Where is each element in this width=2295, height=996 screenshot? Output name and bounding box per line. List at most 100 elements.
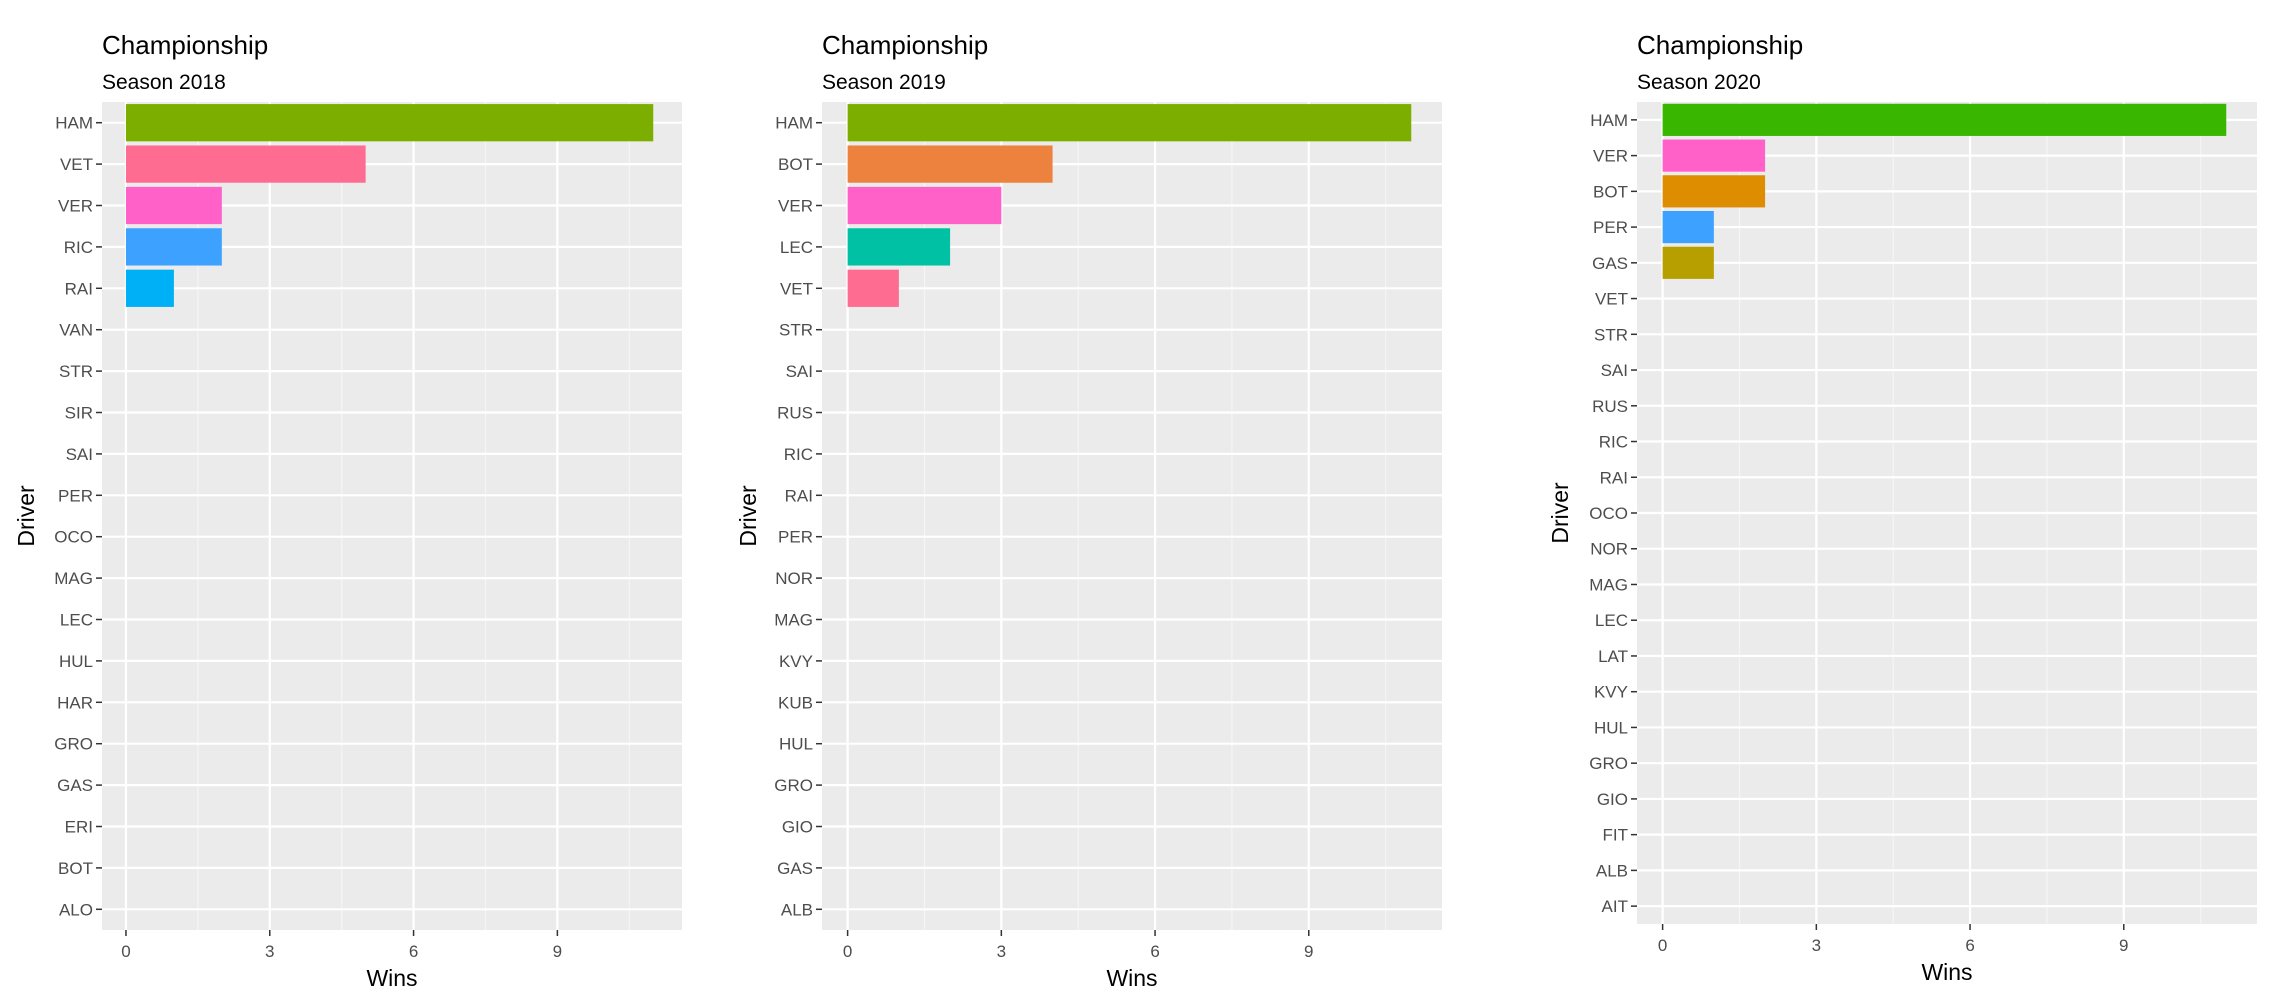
y-tick-label: AIT [1602, 897, 1628, 916]
y-tick-label: LEC [780, 238, 813, 257]
y-tick-label: VET [60, 155, 93, 174]
y-tick-label: LAT [1598, 647, 1628, 666]
x-tick-label: 0 [121, 942, 130, 961]
y-tick-label: RIC [1599, 433, 1628, 452]
x-tick-label: 0 [843, 942, 852, 961]
y-tick-label: BOT [778, 155, 813, 174]
bar-ver [1662, 139, 1766, 172]
y-tick-label: RAI [1600, 468, 1628, 487]
y-tick-label: VET [1595, 290, 1628, 309]
y-tick-label: GRO [774, 776, 813, 795]
y-tick-label: RAI [65, 279, 93, 298]
chart-subtitle: Season 2018 [102, 71, 226, 94]
x-tick-label: 9 [1304, 942, 1313, 961]
y-tick-label: ALO [59, 900, 93, 919]
y-tick-label: GRO [54, 735, 93, 754]
bar-vet [125, 145, 366, 183]
bar-vet [847, 269, 899, 307]
y-tick-label: PER [58, 486, 93, 505]
y-tick-label: BOT [58, 859, 93, 878]
x-tick-label: 9 [2119, 936, 2128, 955]
chart-panel-3: Championship Season 2020 HAM VER BOT PER GAS VE… [1547, 30, 2257, 985]
y-axis-title: Driver [13, 485, 39, 547]
x-axis-title: Wins [1106, 965, 1157, 991]
plot-panel [102, 102, 682, 930]
y-tick-label: NOR [1590, 540, 1628, 559]
y-tick-label: STR [1594, 325, 1628, 344]
y-tick-label: STR [59, 362, 93, 381]
y-tick-label: VER [778, 197, 813, 216]
y-tick-label: RAI [785, 486, 813, 505]
y-tick-label: ERI [65, 818, 93, 837]
bar-rai [125, 269, 174, 307]
y-tick-label: OCO [1589, 504, 1628, 523]
y-tick-label: VER [58, 197, 93, 216]
x-axis-title: Wins [366, 965, 417, 991]
y-tick-label: RUS [1592, 397, 1628, 416]
y-tick-label: HAM [55, 114, 93, 133]
bar-ver [125, 186, 222, 225]
y-tick-label: GIO [1597, 790, 1628, 809]
plot-panel [822, 102, 1442, 930]
x-tick-label: 3 [997, 942, 1006, 961]
y-tick-label: SAI [786, 362, 813, 381]
y-tick-label: HAR [57, 693, 93, 712]
bar-gas [1662, 246, 1714, 279]
y-tick-label: GAS [57, 776, 93, 795]
y-tick-label: HUL [59, 652, 93, 671]
y-axis-title: Driver [1547, 482, 1573, 544]
x-tick-label: 3 [265, 942, 274, 961]
y-tick-label: HUL [1594, 718, 1628, 737]
y-tick-label: PER [778, 528, 813, 547]
y-tick-label: VER [1593, 147, 1628, 166]
y-tick-label: SIR [65, 404, 93, 423]
y-tick-label: KVY [1594, 683, 1628, 702]
y-tick-label: ALB [1596, 861, 1628, 880]
y-tick-label: RIC [784, 445, 813, 464]
y-tick-label: NOR [775, 569, 813, 588]
y-tick-label: LEC [1595, 611, 1628, 630]
y-tick-label: GAS [1592, 254, 1628, 273]
y-tick-label: RUS [777, 404, 813, 423]
bar-ham [1662, 103, 2227, 136]
chart-title: Championship [1637, 30, 1803, 60]
y-tick-label: STR [779, 321, 813, 340]
bar-ham [847, 104, 1412, 142]
y-tick-label: GAS [777, 859, 813, 878]
y-tick-label: BOT [1593, 182, 1628, 201]
x-tick-label: 9 [553, 942, 562, 961]
chart-title: Championship [102, 30, 268, 60]
y-tick-label: GRO [1589, 754, 1628, 773]
y-tick-label: SAI [1601, 361, 1628, 380]
y-tick-label: PER [1593, 218, 1628, 237]
y-tick-label: VAN [59, 321, 93, 340]
y-tick-label: LEC [60, 611, 93, 630]
bar-per [1662, 211, 1714, 244]
chart-subtitle: Season 2020 [1637, 71, 1761, 94]
bar-ric [125, 228, 222, 266]
chart-panel-1: Championship Season 2018 HAM VET VER RIC RAI VA… [13, 30, 682, 991]
bar-ver [847, 186, 1002, 225]
bar-bot [1662, 175, 1766, 208]
y-tick-label: HAM [775, 114, 813, 133]
y-tick-label: MAG [54, 569, 93, 588]
y-tick-label: FIT [1603, 826, 1629, 845]
bar-lec [847, 228, 951, 266]
x-axis-title: Wins [1921, 959, 1972, 985]
chart-panel-2: Championship Season 2019 HAM BOT VER LEC VET ST… [735, 30, 1442, 991]
x-tick-label: 0 [1658, 936, 1667, 955]
y-tick-label: ALB [781, 900, 813, 919]
y-tick-label: MAG [1589, 575, 1628, 594]
chart-title: Championship [822, 30, 988, 60]
y-tick-label: RIC [64, 238, 93, 257]
x-tick-label: 6 [1150, 942, 1159, 961]
y-tick-label: KVY [779, 652, 813, 671]
y-tick-label: HUL [779, 735, 813, 754]
x-tick-label: 3 [1812, 936, 1821, 955]
bar-ham [125, 104, 654, 142]
y-tick-label: OCO [54, 528, 93, 547]
y-tick-label: SAI [66, 445, 93, 464]
x-tick-label: 6 [1965, 936, 1974, 955]
bar-bot [847, 145, 1053, 183]
y-tick-label: KUB [778, 693, 813, 712]
